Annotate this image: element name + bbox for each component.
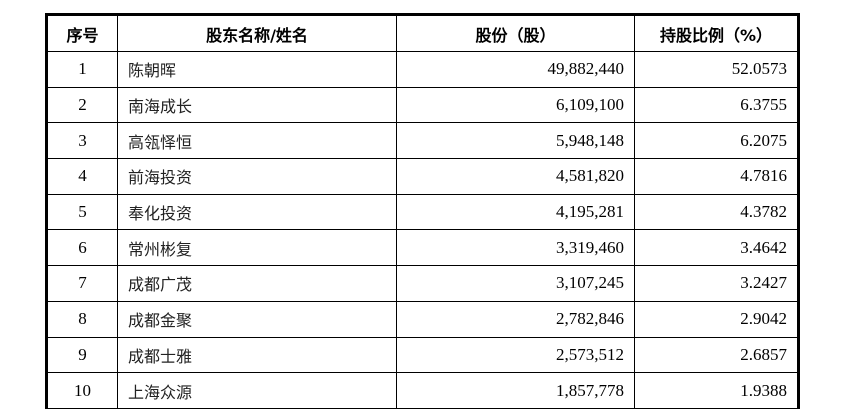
share-count: 49,882,440 [396,51,635,88]
share-ratio: 3.2427 [634,265,799,302]
share-ratio: 6.3755 [634,86,799,124]
row-index: 5 [46,193,118,231]
share-ratio: 1.9388 [634,372,799,409]
row-index: 10 [46,372,118,409]
share-ratio: 2.6857 [634,336,799,374]
shareholder-name: 奉化投资 [117,193,397,231]
row-index: 9 [46,336,118,374]
table-row: 9 成都士雅 2,573,512 2.6857 [46,336,799,374]
share-count: 3,107,245 [396,265,635,302]
table-row: 3 高瓴怿恒 5,948,148 6.2075 [46,122,799,160]
share-count: 2,573,512 [396,336,635,374]
row-index: 3 [46,122,118,160]
share-count: 6,109,100 [396,86,635,124]
header-shares: 股份（股） [396,14,635,52]
table-row: 5 奉化投资 4,195,281 4.3782 [46,193,799,231]
shareholder-name: 成都广茂 [117,265,397,302]
table-row: 1 陈朝晖 49,882,440 52.0573 [46,51,799,88]
header-index: 序号 [46,14,118,52]
table-row: 7 成都广茂 3,107,245 3.2427 [46,265,799,302]
shareholder-name: 南海成长 [117,86,397,124]
share-ratio: 6.2075 [634,122,799,160]
share-count: 4,195,281 [396,193,635,231]
row-index: 8 [46,300,118,338]
share-ratio: 2.9042 [634,300,799,338]
share-count: 4,581,820 [396,158,635,195]
shareholder-name: 成都士雅 [117,336,397,374]
shareholder-name: 上海众源 [117,372,397,409]
row-index: 2 [46,86,118,124]
table-row: 4 前海投资 4,581,820 4.7816 [46,158,799,195]
shareholder-table: 序号 股东名称/姓名 股份（股） 持股比例（%） 1 陈朝晖 49,882,440 5… [45,13,800,409]
row-index: 4 [46,158,118,195]
share-ratio: 3.4642 [634,229,799,267]
share-ratio: 4.3782 [634,193,799,231]
header-row: 序号 股东名称/姓名 股份（股） 持股比例（%） [46,14,799,52]
share-count: 1,857,778 [396,372,635,409]
shareholder-name: 成都金聚 [117,300,397,338]
share-ratio: 4.7816 [634,158,799,195]
row-index: 1 [46,51,118,88]
header-name: 股东名称/姓名 [117,14,397,52]
table-row: 2 南海成长 6,109,100 6.3755 [46,86,799,124]
table-row: 8 成都金聚 2,782,846 2.9042 [46,300,799,338]
share-count: 2,782,846 [396,300,635,338]
header-ratio: 持股比例（%） [634,14,799,52]
shareholder-name: 常州彬复 [117,229,397,267]
shareholder-name: 陈朝晖 [117,51,397,88]
share-count: 5,948,148 [396,122,635,160]
row-index: 6 [46,229,118,267]
share-count: 3,319,460 [396,229,635,267]
table-row: 6 常州彬复 3,319,460 3.4642 [46,229,799,267]
share-ratio: 52.0573 [634,51,799,88]
shareholder-name: 前海投资 [117,158,397,195]
shareholder-name: 高瓴怿恒 [117,122,397,160]
table-row: 10 上海众源 1,857,778 1.9388 [46,372,799,409]
row-index: 7 [46,265,118,302]
